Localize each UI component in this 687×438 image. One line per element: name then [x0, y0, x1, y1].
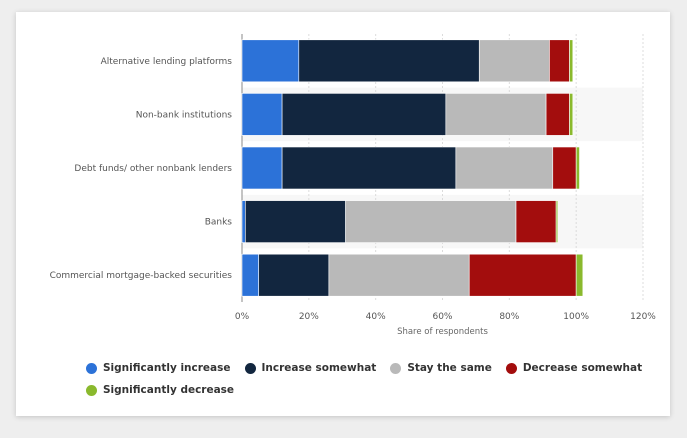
legend-marker — [244, 362, 256, 374]
category-label: Banks — [205, 218, 233, 228]
bar-segment — [575, 146, 580, 190]
stacked-bar-chart: 0% 20% 40% 60% 80% 100% 120% Share of responden… — [50, 34, 656, 337]
bar-segment — [569, 39, 574, 83]
bar-segment — [549, 39, 570, 83]
legend-marker — [390, 362, 402, 374]
bar-segment — [241, 93, 283, 136]
legend-item[interactable]: Significantly increase — [86, 362, 231, 374]
bar-segment — [328, 253, 470, 297]
legend-label: Significantly decrease — [103, 384, 235, 396]
x-tick-label: 60% — [432, 312, 452, 322]
legend-label: Significantly increase — [103, 362, 231, 374]
category-label: Alternative lending platforms — [101, 57, 233, 67]
bar-segment — [515, 200, 557, 243]
legend-label: Decrease somewhat — [522, 362, 643, 374]
x-tick-label: 80% — [499, 312, 519, 322]
legend-item[interactable]: Increase somewhat — [244, 362, 377, 374]
x-tick-label: 100% — [563, 312, 589, 322]
bar-segment — [241, 253, 260, 297]
bar-segment — [298, 39, 480, 83]
bar-segment — [569, 93, 574, 136]
legend-item[interactable]: Stay the same — [390, 362, 492, 374]
bar-segment — [545, 93, 570, 136]
bar-segment — [468, 253, 577, 297]
bar-segment — [478, 39, 550, 83]
bar-segment — [245, 200, 346, 243]
bar-segment — [241, 200, 246, 243]
category-label: Debt funds/ other nonbank lenders — [74, 164, 232, 174]
chart-card: 0% 20% 40% 60% 80% 100% 120% Share of responden… — [16, 12, 670, 416]
x-tick-label: 20% — [299, 312, 319, 322]
x-axis-title: Share of respondents — [397, 327, 488, 337]
bar-segment — [555, 200, 559, 243]
category-label: Non-bank institutions — [136, 110, 233, 120]
legend-item[interactable]: Decrease somewhat — [505, 362, 643, 374]
bar-segment — [345, 200, 517, 243]
legend-label: Increase somewhat — [261, 362, 377, 374]
bar-segment — [241, 39, 300, 83]
x-tick-label: 0% — [235, 312, 250, 322]
bar-segment — [258, 253, 330, 297]
bar-segment — [241, 146, 283, 190]
bar-segment — [281, 93, 447, 136]
legend-item[interactable]: Significantly decrease — [86, 384, 234, 396]
legend-marker — [505, 362, 517, 374]
legend-marker — [86, 362, 97, 374]
bar-segment — [445, 93, 547, 136]
legend: Significantly increase Increase somewhat S… — [86, 362, 646, 396]
bar-segment — [281, 146, 457, 190]
bar-segment — [575, 253, 584, 297]
category-label: Commercial mortgage-backed securities — [50, 271, 233, 281]
bar-segment — [455, 146, 554, 190]
x-tick-label: 120% — [630, 312, 656, 322]
x-tick-label: 40% — [366, 312, 386, 322]
bar-segment — [552, 146, 577, 190]
legend-label: Stay the same — [407, 362, 492, 374]
legend-marker — [86, 384, 97, 396]
